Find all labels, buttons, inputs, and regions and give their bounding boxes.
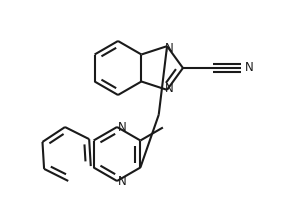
Text: N: N xyxy=(118,174,126,187)
Text: N: N xyxy=(118,121,126,134)
Text: N: N xyxy=(165,82,173,95)
Text: N: N xyxy=(165,42,173,55)
Text: N: N xyxy=(245,62,253,75)
